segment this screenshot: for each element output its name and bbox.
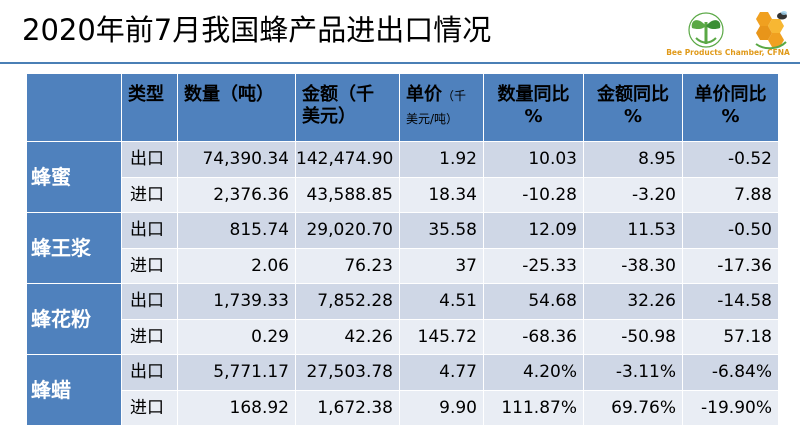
type-cell: 出口	[121, 212, 178, 249]
price-yoy-cell: -14.58	[682, 283, 779, 320]
price-yoy-cell: -19.90%	[682, 389, 779, 426]
quantity-cell: 2.06	[177, 247, 296, 284]
type-cell: 进口	[121, 318, 178, 355]
quantity-yoy-cell: -68.36	[483, 318, 584, 355]
unit-price-cell: 4.51	[399, 283, 484, 320]
quantity-cell: 2,376.36	[177, 176, 296, 213]
quantity-yoy-cell: 12.09	[483, 212, 584, 249]
unit-price-cell: 18.34	[399, 176, 484, 213]
table-row: 蜂王浆 出口 815.74 29,020.70 35.58 12.09 11.5…	[26, 212, 779, 284]
price-yoy-cell: 57.18	[682, 318, 779, 355]
amount-cell: 27,503.78	[295, 354, 400, 391]
quantity-cell: 5,771.17	[177, 354, 296, 391]
page-title: 2020年前7月我国蜂产品进出口情况	[22, 13, 492, 47]
price-yoy-cell: -0.52	[682, 141, 779, 178]
amount-yoy-cell: 69.76%	[583, 389, 683, 426]
quantity-yoy-cell: -10.28	[483, 176, 584, 213]
amount-yoy-cell: -50.98	[583, 318, 683, 355]
category-label: 蜂蜜	[26, 141, 122, 213]
quantity-yoy-cell: -25.33	[483, 247, 584, 284]
table-row: 进口 168.92 1,672.38 9.90 111.87% 69.76% -…	[27, 389, 779, 426]
cfna-logo-icon	[688, 11, 787, 50]
quantity-cell: 815.74	[177, 212, 296, 249]
price-yoy-cell: 7.88	[682, 176, 779, 213]
quantity-cell: 0.29	[177, 318, 296, 355]
table-header-row: 类型 数量（吨） 金额（千 美元） 单价（千 美元/吨） 数量同比 % 金额同比…	[26, 73, 779, 142]
header-blank	[26, 73, 122, 142]
header-amount: 金额（千 美元）	[295, 73, 400, 142]
unit-price-cell: 9.90	[399, 389, 484, 426]
quantity-cell: 1,739.33	[177, 283, 296, 320]
table-row: 进口 2.06 76.23 37 -25.33 -38.30 -17.36	[27, 247, 779, 284]
price-yoy-cell: -0.50	[682, 212, 779, 249]
header-quantity-yoy: 数量同比 %	[483, 73, 584, 142]
amount-cell: 29,020.70	[295, 212, 400, 249]
header-price-yoy: 单价同比 %	[682, 73, 779, 142]
amount-yoy-cell: 8.95	[583, 141, 683, 178]
amount-cell: 43,588.85	[295, 176, 400, 213]
unit-price-cell: 35.58	[399, 212, 484, 249]
amount-cell: 76.23	[295, 247, 400, 284]
trade-table: 类型 数量（吨） 金额（千 美元） 单价（千 美元/吨） 数量同比 % 金额同比…	[26, 73, 779, 426]
amount-cell: 1,672.38	[295, 389, 400, 426]
table-row: 进口 2,376.36 43,588.85 18.34 -10.28 -3.20…	[27, 176, 779, 213]
category-label: 蜂王浆	[26, 212, 122, 284]
unit-price-cell: 145.72	[399, 318, 484, 355]
quantity-yoy-cell: 111.87%	[483, 389, 584, 426]
unit-price-cell: 37	[399, 247, 484, 284]
amount-yoy-cell: 32.26	[583, 283, 683, 320]
category-label: 蜂蜡	[26, 354, 122, 426]
quantity-yoy-cell: 54.68	[483, 283, 584, 320]
amount-cell: 42.26	[295, 318, 400, 355]
category-label: 蜂花粉	[26, 283, 122, 355]
logo-subtitle: Bee Products Chamber, CFNA	[666, 48, 790, 57]
type-cell: 进口	[121, 389, 178, 426]
quantity-cell: 74,390.34	[177, 141, 296, 178]
type-cell: 进口	[121, 176, 178, 213]
unit-price-cell: 4.77	[399, 354, 484, 391]
quantity-yoy-cell: 10.03	[483, 141, 584, 178]
trade-table-container: 类型 数量（吨） 金额（千 美元） 单价（千 美元/吨） 数量同比 % 金额同比…	[26, 73, 779, 426]
table-row: 蜂蜜 出口 74,390.34 142,474.90 1.92 10.03 8.…	[26, 141, 779, 213]
title-divider	[0, 62, 800, 64]
amount-yoy-cell: -3.20	[583, 176, 683, 213]
header-amount-yoy: 金额同比 %	[583, 73, 683, 142]
amount-cell: 7,852.28	[295, 283, 400, 320]
amount-yoy-cell: -38.30	[583, 247, 683, 284]
type-cell: 出口	[121, 354, 178, 391]
price-yoy-cell: -6.84%	[682, 354, 779, 391]
table-row: 蜂花粉 出口 1,739.33 7,852.28 4.51 54.68 32.2…	[26, 283, 779, 355]
unit-price-cell: 1.92	[399, 141, 484, 178]
header-quantity: 数量（吨）	[177, 73, 296, 142]
table-row: 进口 0.29 42.26 145.72 -68.36 -50.98 57.18	[27, 318, 779, 355]
type-cell: 出口	[121, 141, 178, 178]
header-unit-price: 单价（千 美元/吨）	[399, 73, 484, 142]
table-row: 蜂蜡 出口 5,771.17 27,503.78 4.77 4.20% -3.1…	[26, 354, 779, 426]
header-type: 类型	[121, 73, 178, 142]
amount-yoy-cell: 11.53	[583, 212, 683, 249]
quantity-cell: 168.92	[177, 389, 296, 426]
type-cell: 进口	[121, 247, 178, 284]
amount-cell: 142,474.90	[295, 141, 400, 178]
amount-yoy-cell: -3.11%	[583, 354, 683, 391]
price-yoy-cell: -17.36	[682, 247, 779, 284]
type-cell: 出口	[121, 283, 178, 320]
quantity-yoy-cell: 4.20%	[483, 354, 584, 391]
